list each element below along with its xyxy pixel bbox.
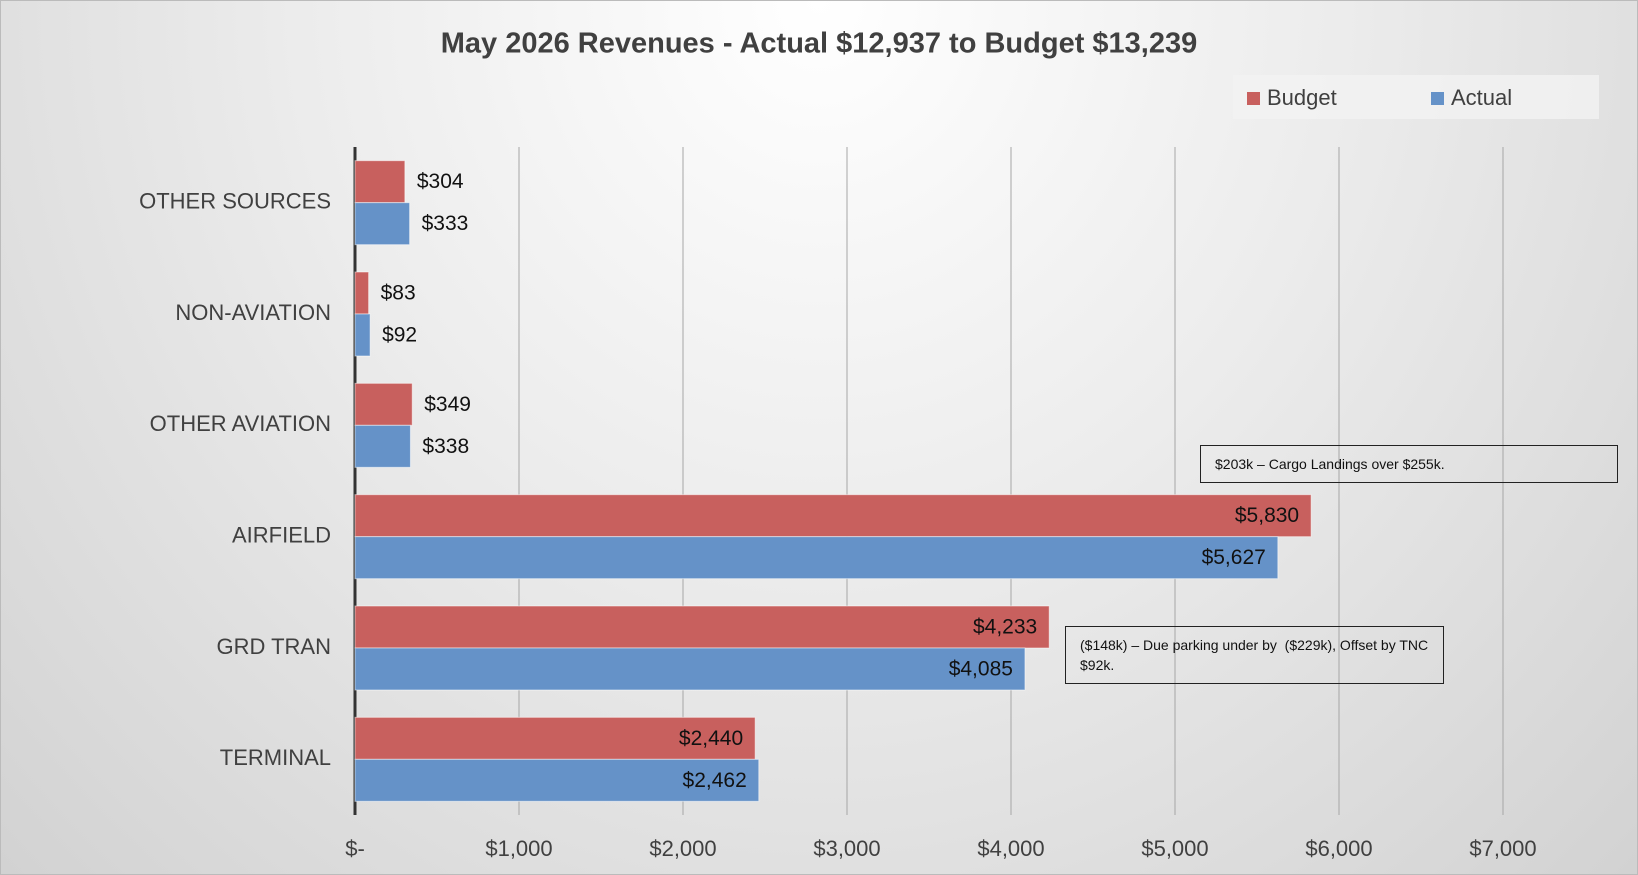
y-tick-label: OTHER SOURCES	[139, 188, 331, 213]
x-tick-label: $5,000	[1141, 836, 1208, 861]
legend-swatch	[1247, 92, 1260, 105]
annotation: $203k – Cargo Landings over $255k.	[1200, 445, 1618, 483]
data-label: $4,085	[949, 658, 1013, 681]
bar	[354, 647, 1026, 691]
x-tick-label: $2,000	[649, 836, 716, 861]
data-label: $92	[382, 324, 417, 347]
x-tick-label: $-	[345, 836, 365, 861]
bar	[354, 202, 411, 246]
data-label: $83	[381, 282, 416, 305]
legend-box	[1233, 75, 1599, 119]
legend-swatch	[1431, 92, 1444, 105]
bar	[354, 313, 371, 357]
data-label: $4,233	[973, 616, 1037, 639]
x-tick-label: $7,000	[1469, 836, 1536, 861]
legend-label: Actual	[1451, 85, 1512, 110]
data-label: $338	[422, 435, 469, 458]
legend-label: Budget	[1267, 85, 1337, 110]
bar	[354, 494, 1312, 538]
data-label: $5,627	[1202, 546, 1266, 569]
bar	[354, 536, 1279, 580]
x-tick-label: $1,000	[485, 836, 552, 861]
y-tick-label: GRD TRAN	[217, 634, 332, 659]
y-tick-label: NON-AVIATION	[175, 300, 331, 325]
data-label: $349	[424, 393, 471, 416]
bar	[354, 160, 406, 204]
x-tick-label: $4,000	[977, 836, 1044, 861]
chart-title: May 2026 Revenues - Actual $12,937 to Bu…	[441, 28, 1198, 60]
bar	[354, 605, 1050, 649]
annotation: ($148k) – Due parking under by ($229k), …	[1065, 626, 1444, 684]
bar	[354, 716, 756, 760]
data-label: $2,440	[679, 727, 743, 750]
bar	[354, 382, 413, 426]
y-tick-label: OTHER AVIATION	[150, 411, 331, 436]
data-label: $5,830	[1235, 504, 1299, 527]
bar	[354, 424, 411, 468]
y-tick-label: TERMINAL	[220, 745, 331, 770]
bar	[354, 271, 370, 315]
data-label: $2,462	[683, 769, 747, 792]
data-label: $333	[422, 212, 469, 235]
x-tick-label: $3,000	[813, 836, 880, 861]
bar	[354, 758, 760, 802]
y-tick-label: AIRFIELD	[232, 522, 331, 547]
x-tick-label: $6,000	[1305, 836, 1372, 861]
data-label: $304	[417, 170, 464, 193]
